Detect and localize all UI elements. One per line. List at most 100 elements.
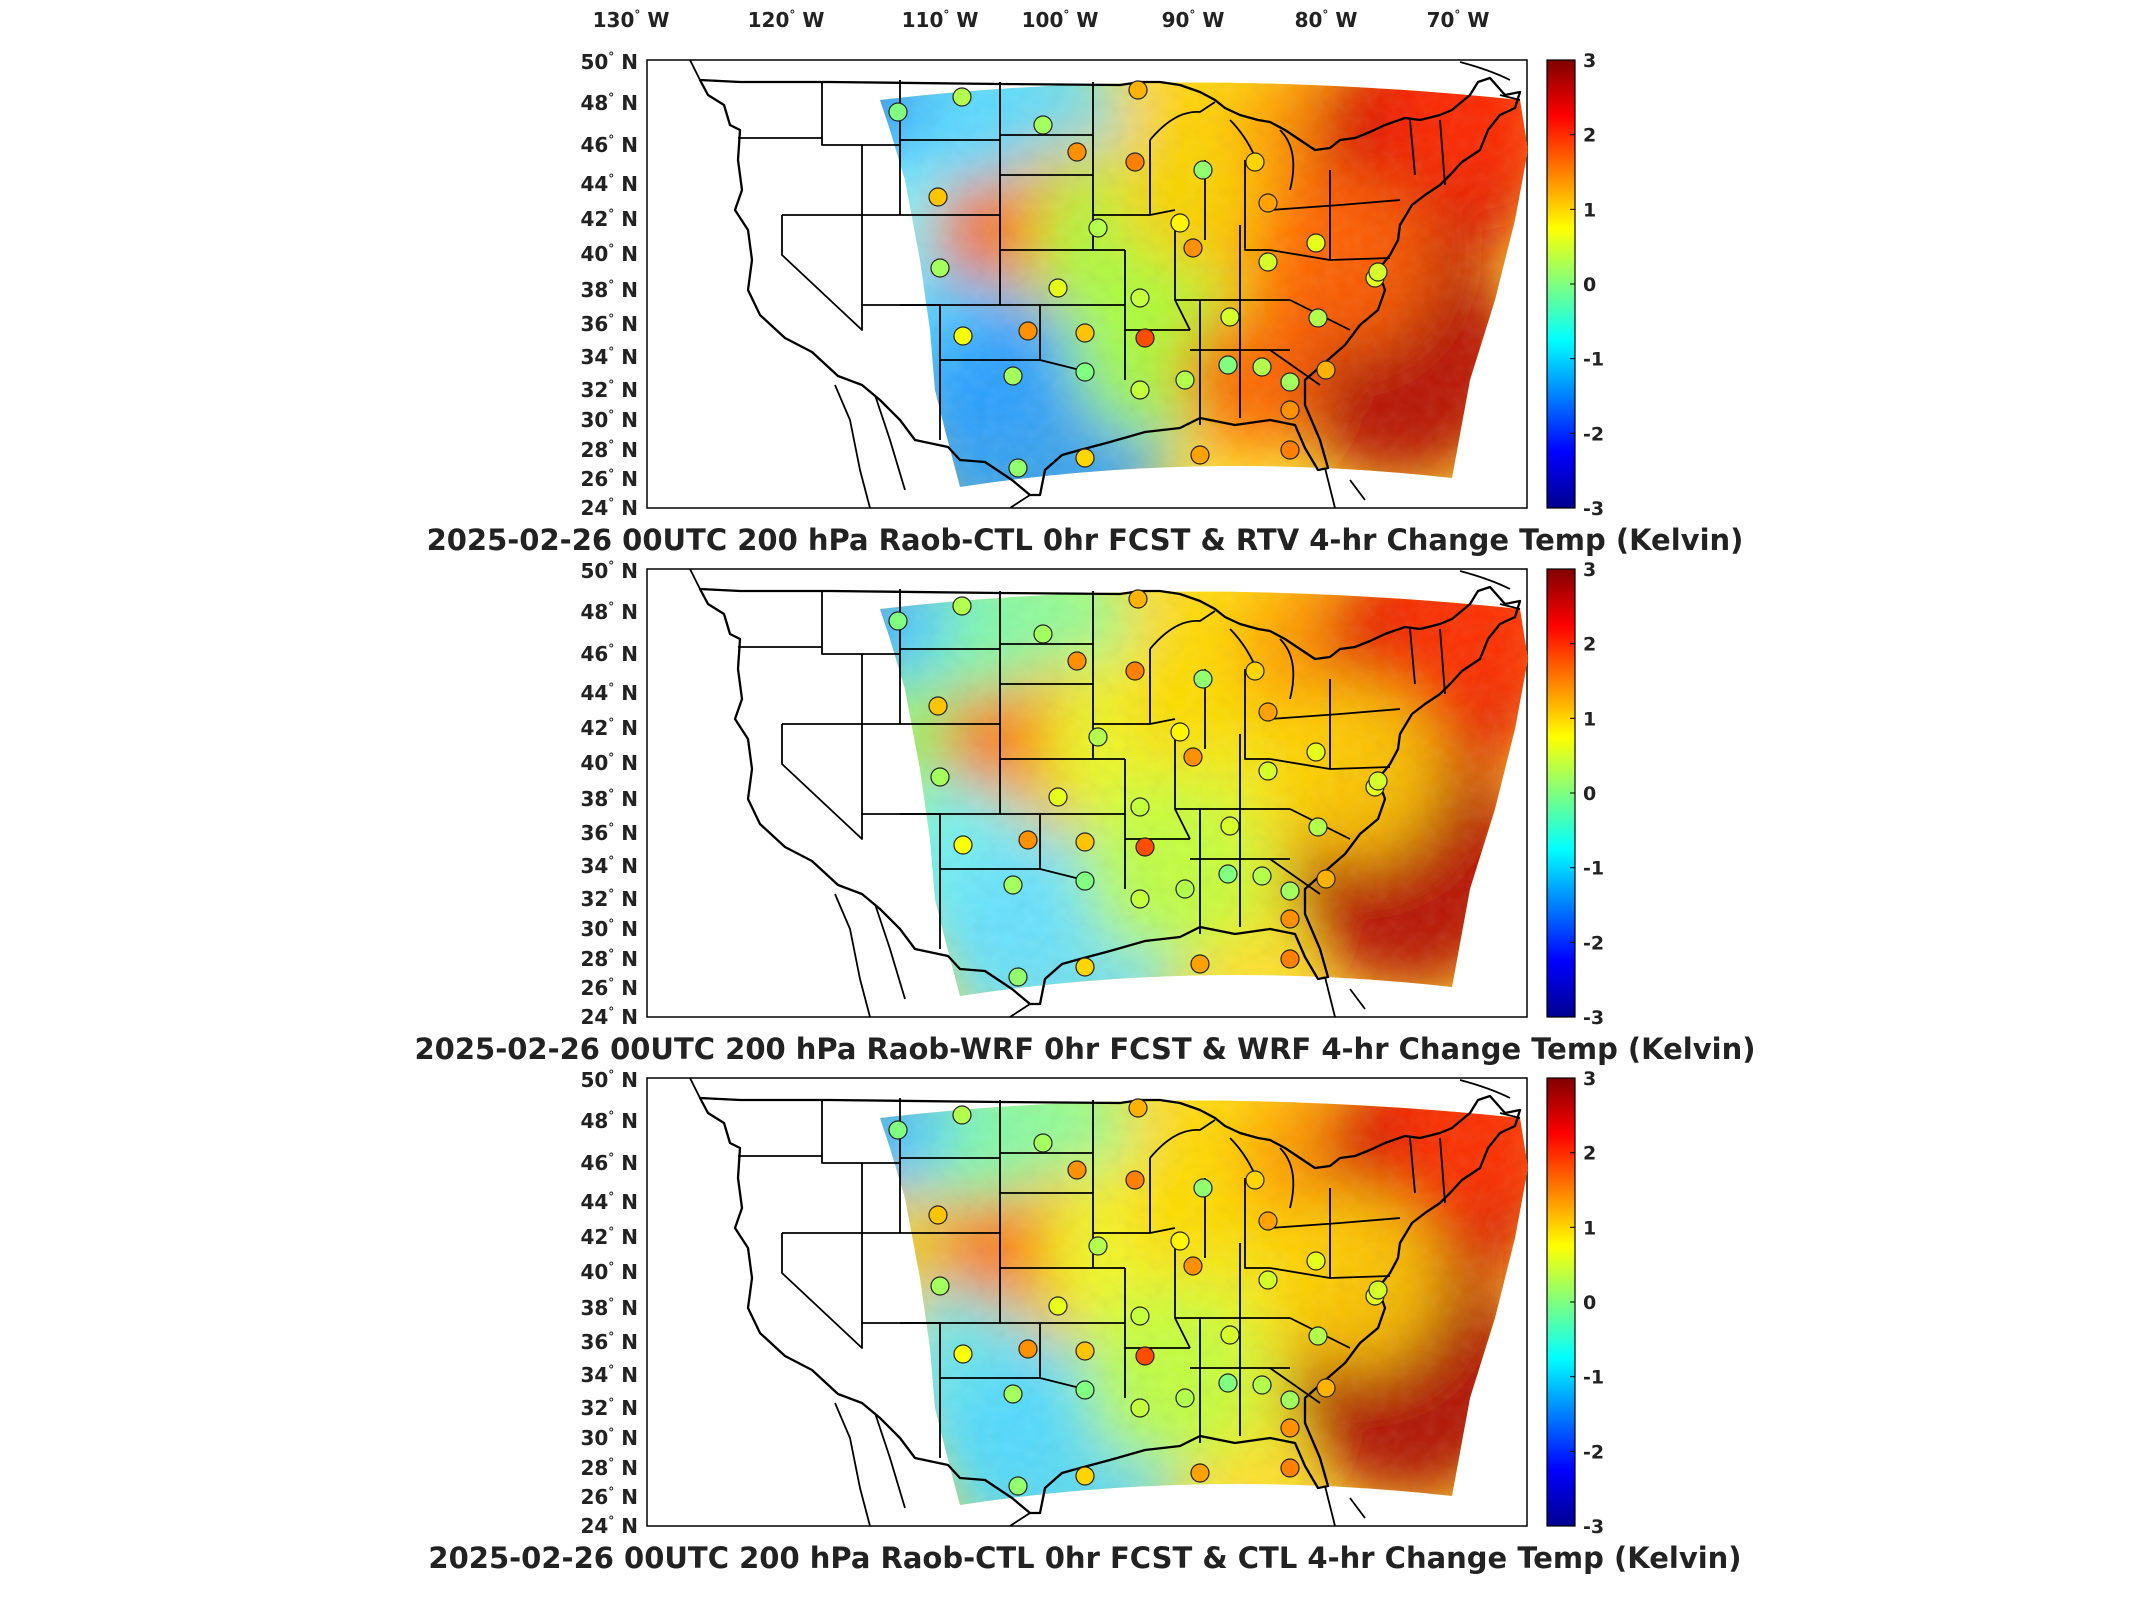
border-line bbox=[834, 1402, 871, 1527]
state-line bbox=[1279, 129, 1295, 191]
state-line bbox=[1269, 1367, 1321, 1404]
longitude-label: 110° W bbox=[902, 8, 979, 32]
state-line bbox=[1339, 199, 1401, 206]
latitude-label: 32° N bbox=[580, 378, 638, 402]
station-marker bbox=[1258, 252, 1278, 272]
station-marker bbox=[1135, 328, 1155, 348]
state-line bbox=[1149, 610, 1216, 650]
border-line bbox=[1009, 1512, 1031, 1527]
station-marker bbox=[1130, 380, 1150, 400]
station-marker bbox=[1316, 1378, 1336, 1398]
colorbar-tick-label: 2 bbox=[1583, 634, 1596, 656]
latitude-label: 26° N bbox=[580, 467, 638, 491]
state-line bbox=[1269, 1222, 1341, 1229]
station-marker bbox=[1075, 957, 1095, 977]
station-marker bbox=[1003, 875, 1023, 895]
station-marker bbox=[1308, 308, 1328, 328]
station-marker bbox=[1308, 817, 1328, 837]
latitude-labels: 50° N 48° N 46° N 44° N 42° N 40° N 38° N 36° N… bbox=[580, 50, 638, 520]
station-marker bbox=[1258, 1270, 1278, 1290]
colorbar-tick-label: 1 bbox=[1583, 199, 1596, 221]
station-marker bbox=[952, 1105, 972, 1125]
state-line bbox=[1269, 204, 1341, 211]
station-marker bbox=[1218, 864, 1238, 884]
station-marker bbox=[1368, 262, 1388, 282]
border-line bbox=[834, 384, 871, 509]
station-marker bbox=[1075, 1341, 1095, 1361]
station-marker bbox=[930, 1276, 950, 1296]
latitude-label: 38° N bbox=[580, 278, 638, 302]
state-line bbox=[781, 724, 863, 840]
colorbar: 3 2 1 0 -1 -2 -3 bbox=[1546, 559, 1604, 1029]
border-line bbox=[1349, 988, 1366, 1010]
station-marker bbox=[1308, 1326, 1328, 1346]
station-marker bbox=[1183, 238, 1203, 258]
station-marker bbox=[1220, 816, 1240, 836]
latitude-label: 36° N bbox=[580, 1330, 638, 1354]
station-marker bbox=[1018, 321, 1038, 341]
state-line bbox=[781, 215, 863, 331]
latitude-label: 34° N bbox=[580, 854, 638, 878]
station-marker bbox=[1075, 362, 1095, 382]
colorbar-tick-label: -2 bbox=[1583, 932, 1604, 954]
station-marker bbox=[1130, 1306, 1150, 1326]
state-line bbox=[1409, 1137, 1416, 1194]
latitude-label: 40° N bbox=[580, 751, 638, 775]
station-marker bbox=[930, 258, 950, 278]
station-marker bbox=[1075, 871, 1095, 891]
station-marker bbox=[1368, 1280, 1388, 1300]
panel-title: 2025-02-26 00UTC 200 hPa Raob-CTL 0hr FC… bbox=[427, 523, 1744, 557]
station-marker bbox=[1183, 747, 1203, 767]
colorbar-tick-label: -3 bbox=[1583, 498, 1604, 520]
latitude-label: 46° N bbox=[580, 642, 638, 666]
latitude-labels: 50° N 48° N 46° N 44° N 42° N 40° N 38° N 36° N… bbox=[580, 1068, 638, 1538]
colorbar-tick-label: 2 bbox=[1583, 1143, 1596, 1165]
station-marker bbox=[1125, 152, 1145, 172]
latitude-label: 26° N bbox=[580, 1485, 638, 1509]
station-marker bbox=[888, 102, 908, 122]
latitude-label: 32° N bbox=[580, 1396, 638, 1420]
station-marker bbox=[1008, 967, 1028, 987]
border-line bbox=[1499, 603, 1521, 610]
station-marker bbox=[1245, 152, 1265, 172]
border-line bbox=[1009, 1003, 1031, 1018]
latitude-label: 44° N bbox=[580, 172, 638, 196]
station-marker bbox=[1252, 866, 1272, 886]
latitude-label: 32° N bbox=[580, 887, 638, 911]
colorbar-tick-label: -2 bbox=[1583, 423, 1604, 445]
station-marker bbox=[888, 1120, 908, 1140]
border-line bbox=[1349, 479, 1366, 501]
colorbar-tick-label: 2 bbox=[1583, 125, 1596, 147]
station-marker bbox=[1258, 1211, 1278, 1231]
station-marker bbox=[1175, 370, 1195, 390]
latitude-label: 48° N bbox=[580, 1109, 638, 1133]
station-marker bbox=[1075, 832, 1095, 852]
station-marker bbox=[1316, 360, 1336, 380]
state-line bbox=[1409, 628, 1416, 685]
colorbar-tick-label: 3 bbox=[1583, 559, 1596, 581]
latitude-label: 28° N bbox=[580, 1456, 638, 1480]
station-marker bbox=[928, 1205, 948, 1225]
latitude-label: 40° N bbox=[580, 242, 638, 266]
station-marker bbox=[953, 326, 973, 346]
latitude-label: 30° N bbox=[580, 1426, 638, 1450]
border-line bbox=[689, 568, 741, 592]
border-line bbox=[1499, 1112, 1521, 1119]
station-marker bbox=[1175, 879, 1195, 899]
state-line bbox=[821, 1100, 863, 1233]
station-marker bbox=[1258, 761, 1278, 781]
station-marker bbox=[1280, 1418, 1300, 1438]
station-marker bbox=[1280, 1458, 1300, 1478]
state-line bbox=[1279, 638, 1295, 700]
latitude-label: 50° N bbox=[580, 559, 638, 583]
latitude-label: 46° N bbox=[580, 1151, 638, 1175]
station-marker bbox=[1218, 355, 1238, 375]
latitude-label: 24° N bbox=[580, 496, 638, 520]
station-marker bbox=[1125, 1170, 1145, 1190]
temperature-field bbox=[880, 591, 1528, 996]
latitude-label: 42° N bbox=[580, 1225, 638, 1249]
us-outline bbox=[698, 585, 1522, 1006]
latitude-label: 48° N bbox=[580, 600, 638, 624]
station-marker bbox=[1135, 837, 1155, 857]
state-line bbox=[1439, 1137, 1446, 1204]
